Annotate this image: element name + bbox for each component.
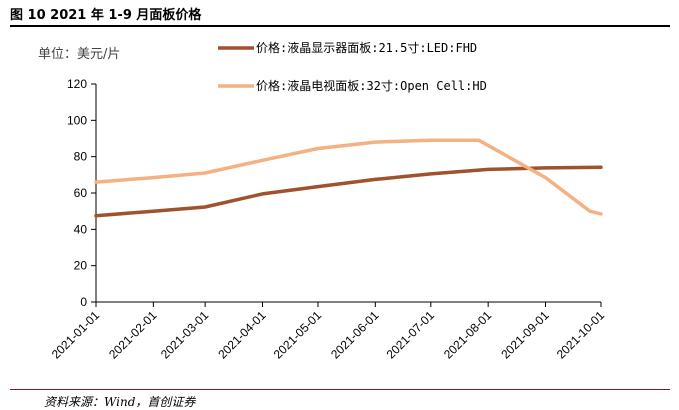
y-tick-label: 120 [67,77,87,91]
y-tick-label: 40 [74,222,88,236]
y-tick-label: 80 [74,150,88,164]
y-tick-label: 60 [74,186,88,200]
x-tick-label: 2021-02-01 [106,308,160,362]
bottom-rule [10,389,670,390]
y-tick-label: 0 [80,295,87,309]
x-tick-label: 2021-06-01 [328,308,382,362]
x-tick-label: 2021-09-01 [498,308,552,362]
y-unit-label: 单位：美元/片 [38,47,120,62]
x-tick-label: 2021-08-01 [441,308,495,362]
source-note: 资料来源：Wind，首创证券 [44,395,196,409]
x-tick-label: 2021-07-01 [384,308,438,362]
figure-title: 图 10 2021 年 1-9 月面板价格 [10,8,202,23]
legend-label-2: 价格:液晶电视面板:32寸:Open Cell:HD [256,78,487,93]
top-rule [10,25,670,27]
x-tick-label: 2021-05-01 [271,308,325,362]
legend-label-1: 价格:液晶显示器面板:21.5寸:LED:FHD [256,40,477,55]
x-tick-label: 2021-03-01 [158,308,212,362]
y-tick-label: 20 [74,259,88,273]
x-tick-label: 2021-10-01 [554,308,608,362]
y-tick-label: 100 [67,113,87,127]
series-layer [94,138,603,218]
series-line-1 [94,165,603,218]
x-tick-label: 2021-01-01 [49,308,103,362]
x-tick-label: 2021-04-01 [215,308,269,362]
series-line-2 [94,138,603,216]
legend: 价格:液晶显示器面板:21.5寸:LED:FHD 价格:液晶电视面板:32寸:Op… [218,40,487,93]
